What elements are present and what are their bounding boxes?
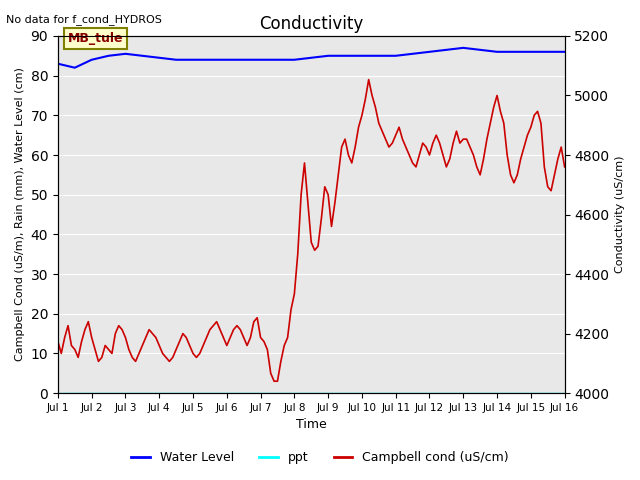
Title: Conductivity: Conductivity bbox=[259, 15, 364, 33]
Legend: Water Level, ppt, Campbell cond (uS/cm): Water Level, ppt, Campbell cond (uS/cm) bbox=[126, 446, 514, 469]
Text: MB_tule: MB_tule bbox=[68, 32, 124, 45]
Y-axis label: Campbell Cond (uS/m), Rain (mm), Water Level (cm): Campbell Cond (uS/m), Rain (mm), Water L… bbox=[15, 68, 25, 361]
Text: No data for f_cond_HYDROS: No data for f_cond_HYDROS bbox=[6, 14, 163, 25]
Y-axis label: Conductivity (uS/cm): Conductivity (uS/cm) bbox=[615, 156, 625, 273]
X-axis label: Time: Time bbox=[296, 419, 326, 432]
